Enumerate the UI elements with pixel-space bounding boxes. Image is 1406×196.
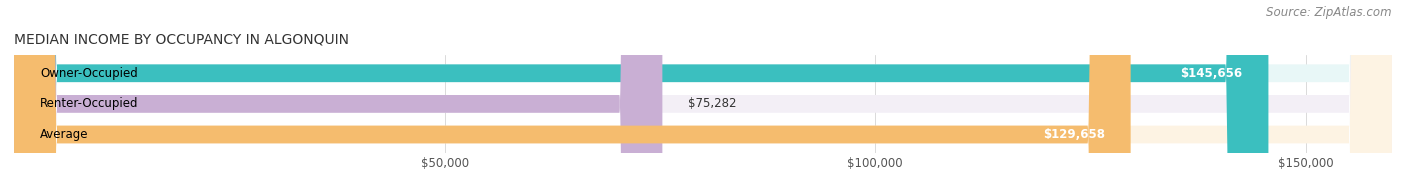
FancyBboxPatch shape <box>14 0 1392 196</box>
Text: MEDIAN INCOME BY OCCUPANCY IN ALGONQUIN: MEDIAN INCOME BY OCCUPANCY IN ALGONQUIN <box>14 33 349 47</box>
FancyBboxPatch shape <box>14 0 1392 196</box>
Text: Source: ZipAtlas.com: Source: ZipAtlas.com <box>1267 6 1392 19</box>
Text: Owner-Occupied: Owner-Occupied <box>39 67 138 80</box>
Text: Average: Average <box>39 128 89 141</box>
FancyBboxPatch shape <box>14 0 1130 196</box>
Text: Renter-Occupied: Renter-Occupied <box>39 97 138 110</box>
FancyBboxPatch shape <box>14 0 1392 196</box>
Text: $145,656: $145,656 <box>1181 67 1243 80</box>
FancyBboxPatch shape <box>14 0 1268 196</box>
Text: $75,282: $75,282 <box>688 97 737 110</box>
FancyBboxPatch shape <box>14 0 662 196</box>
Text: $129,658: $129,658 <box>1043 128 1105 141</box>
